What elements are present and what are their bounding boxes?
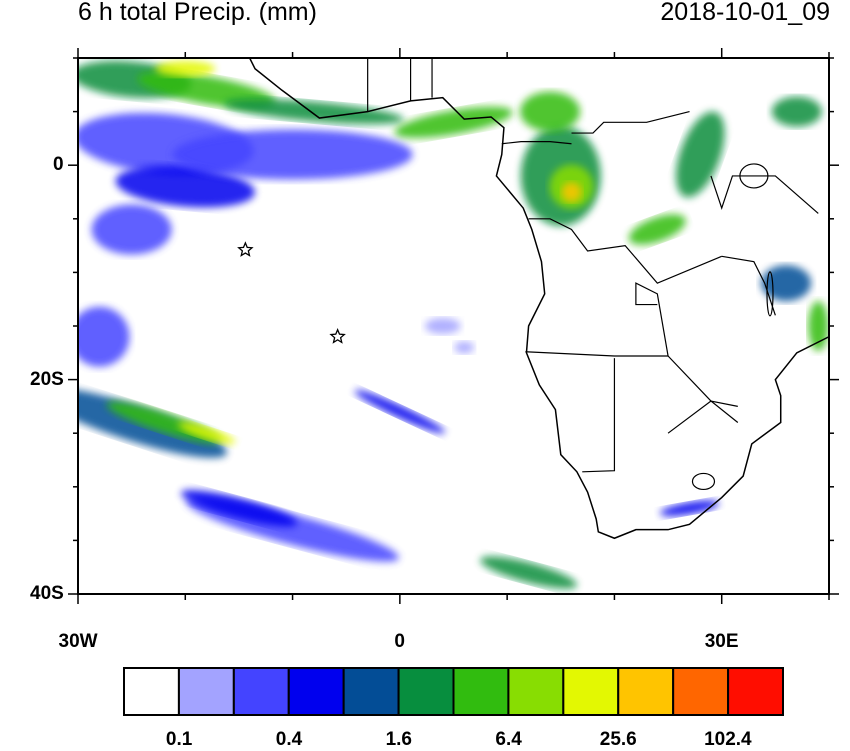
colorbar-label: 0.1 — [165, 729, 193, 750]
colorbar-swatch — [672, 667, 730, 716]
country-border — [528, 218, 722, 284]
colorbar-swatch — [507, 667, 565, 716]
precip-area — [115, 165, 256, 208]
colorbar-label: 0.4 — [275, 729, 303, 750]
colorbar-swatch — [287, 667, 345, 716]
colorbar-label: 1.6 — [385, 729, 412, 750]
colorbar-label: 25.6 — [599, 729, 637, 750]
precip-area — [137, 71, 276, 109]
precip-area — [155, 60, 216, 77]
precip-area — [808, 301, 829, 351]
lake-victoria — [739, 163, 769, 189]
country-border — [571, 111, 690, 134]
y-tick-label: 20S — [30, 368, 64, 390]
precip-field — [78, 60, 829, 589]
colorbar-swatch — [452, 667, 510, 716]
colorbar-label: 102.4 — [704, 729, 752, 750]
colorbar-swatch — [727, 667, 784, 716]
country-border — [721, 255, 776, 316]
precip-area — [394, 106, 513, 139]
precip-area — [771, 96, 822, 127]
precip-area — [424, 318, 461, 334]
y-tick-label: 0 — [53, 154, 64, 176]
precip-area — [354, 389, 446, 434]
precip-area — [628, 214, 686, 245]
country-border — [525, 351, 669, 357]
country-border — [582, 401, 616, 473]
precip-area — [561, 182, 582, 202]
lake-malawi — [766, 271, 774, 317]
africa-coastline — [248, 58, 829, 540]
precip-area — [224, 98, 404, 125]
precip-area — [91, 204, 172, 255]
lesotho-border — [691, 472, 716, 491]
x-tick-label: 30E — [704, 631, 739, 652]
precip-area — [180, 489, 297, 527]
country-border — [635, 282, 669, 357]
precip-area — [78, 306, 130, 367]
colorbar-swatch — [562, 667, 620, 716]
precip-area — [454, 341, 475, 354]
precip-area — [659, 500, 720, 517]
precip-area — [480, 556, 577, 589]
country-border — [710, 175, 819, 214]
star-marker — [329, 328, 346, 344]
valid-time: 2018-10-01_09 — [660, 0, 830, 26]
precip-area — [178, 422, 236, 445]
colorbar-swatch — [177, 667, 235, 716]
colorbar-swatch — [232, 667, 290, 716]
precip-area — [520, 91, 581, 132]
y-tick-label: 40S — [30, 583, 64, 604]
x-tick-label: 30W — [58, 631, 98, 652]
country-border — [501, 141, 572, 145]
plot-title: 6 h total Precip. (mm) — [78, 0, 317, 26]
colorbar-label: 6.4 — [495, 729, 522, 750]
colorbar-swatch — [617, 667, 675, 716]
star-marker — [237, 241, 254, 257]
colorbar-swatch — [397, 667, 455, 716]
precip-area — [172, 129, 413, 180]
country-border — [667, 400, 739, 434]
precip-area — [675, 111, 725, 198]
x-tick-label: 0 — [394, 631, 405, 652]
colorbar-swatch — [342, 667, 400, 716]
precip-area — [78, 387, 227, 458]
country-border — [667, 355, 738, 407]
colorbar-swatch — [123, 667, 180, 716]
